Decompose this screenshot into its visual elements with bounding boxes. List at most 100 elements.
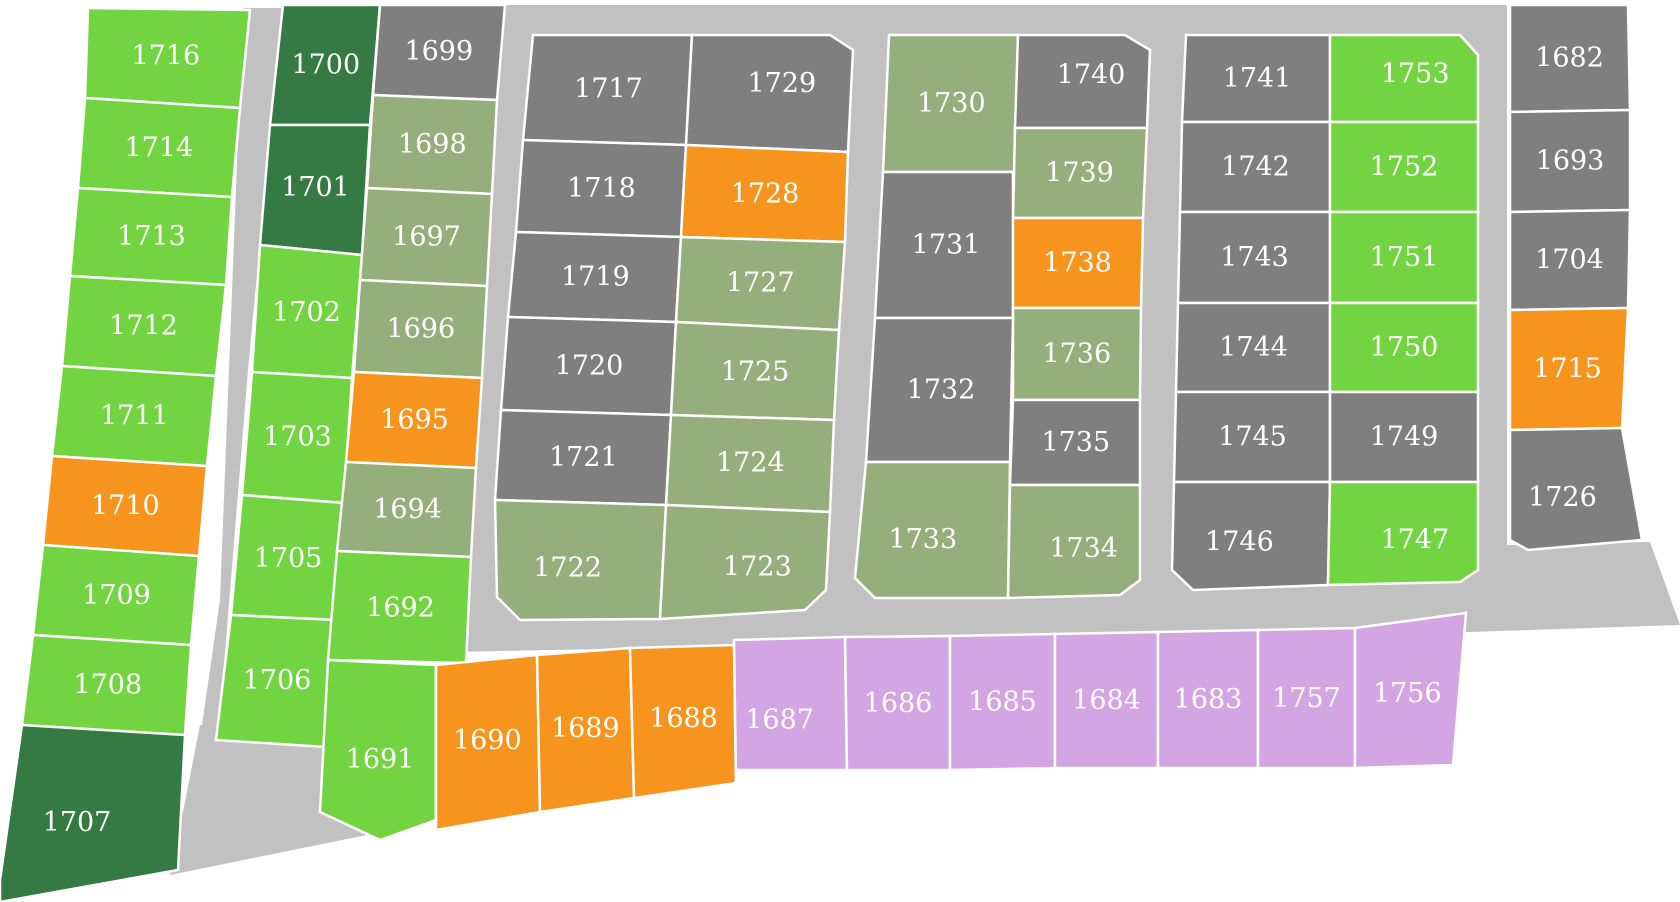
lot-shape[interactable] (948, 632, 1057, 772)
lot-1716[interactable]: 1716 (83, 6, 252, 110)
lot-1753[interactable]: 1753 (1328, 33, 1480, 124)
lot-shape[interactable] (326, 549, 473, 665)
lot-shape[interactable] (1328, 301, 1480, 394)
lot-shape[interactable] (669, 320, 841, 422)
lot-1742[interactable]: 1742 (1178, 120, 1332, 214)
lot-shape[interactable] (268, 3, 382, 127)
lot-1721[interactable]: 1721 (493, 408, 673, 507)
lot-shape[interactable] (1508, 306, 1630, 432)
lot-1694[interactable]: 1694 (335, 460, 478, 559)
lot-shape[interactable] (1508, 208, 1632, 312)
lot-1746[interactable]: 1746 (1170, 480, 1332, 592)
lot-1702[interactable]: 1702 (250, 243, 364, 380)
lot-1749[interactable]: 1749 (1328, 390, 1480, 484)
lot-shape[interactable] (684, 33, 855, 154)
lot-1756[interactable]: 1756 (1353, 611, 1468, 770)
lot-shape[interactable] (674, 235, 847, 332)
lot-1713[interactable]: 1713 (68, 186, 234, 287)
lot-1747[interactable]: 1747 (1326, 480, 1480, 587)
lot-1739[interactable]: 1739 (1011, 126, 1149, 220)
lot-shape[interactable] (493, 408, 673, 507)
lot-1689[interactable]: 1689 (535, 646, 636, 814)
lot-1715[interactable]: 1715 (1508, 306, 1630, 432)
lot-shape[interactable] (864, 316, 1015, 464)
lot-shape[interactable] (1180, 33, 1332, 124)
lot-shape[interactable] (1256, 626, 1357, 770)
lot-shape[interactable] (0, 723, 187, 902)
lot-shape[interactable] (521, 33, 694, 147)
lot-shape[interactable] (506, 230, 683, 324)
lot-1712[interactable]: 1712 (60, 274, 228, 378)
lot-shape[interactable] (658, 503, 832, 621)
lot-1710[interactable]: 1710 (41, 454, 209, 558)
lot-shape[interactable] (352, 278, 489, 380)
lot-shape[interactable] (1508, 3, 1632, 114)
lot-shape[interactable] (371, 3, 507, 102)
lot-shape[interactable] (1178, 120, 1332, 214)
lot-1706[interactable]: 1706 (214, 613, 337, 749)
lot-1718[interactable]: 1718 (514, 138, 688, 239)
lot-shape[interactable] (499, 315, 678, 417)
lot-1734[interactable]: 1734 (1006, 483, 1142, 600)
lot-shape[interactable] (843, 634, 952, 772)
lot-shape[interactable] (1328, 120, 1480, 214)
lot-1729[interactable]: 1729 (684, 33, 855, 154)
lot-shape[interactable] (514, 138, 688, 239)
lot-1740[interactable]: 1740 (1013, 33, 1152, 130)
lot-shape[interactable] (31, 543, 201, 647)
lot-shape[interactable] (434, 653, 542, 832)
lot-shape[interactable] (240, 370, 354, 505)
lot-shape[interactable] (535, 646, 636, 814)
lot-1731[interactable]: 1731 (873, 170, 1015, 320)
lot-1738[interactable]: 1738 (1011, 216, 1145, 310)
lot-1732[interactable]: 1732 (864, 316, 1015, 464)
lot-1705[interactable]: 1705 (229, 493, 346, 622)
lot-1717[interactable]: 1717 (521, 33, 694, 147)
lot-1703[interactable]: 1703 (240, 370, 354, 505)
lot-1691[interactable]: 1691 (318, 658, 438, 842)
lot-shape[interactable] (1011, 306, 1143, 402)
lot-shape[interactable] (76, 96, 242, 199)
lot-shape[interactable] (41, 454, 209, 558)
lot-1695[interactable]: 1695 (344, 370, 484, 470)
lot-shape[interactable] (1176, 210, 1332, 305)
lot-shape[interactable] (1011, 216, 1145, 310)
lot-shape[interactable] (664, 413, 836, 514)
lot-shape[interactable] (83, 6, 252, 110)
lot-shape[interactable] (318, 658, 438, 842)
lot-shape[interactable] (873, 170, 1015, 320)
lot-1682[interactable]: 1682 (1508, 3, 1632, 114)
lot-1730[interactable]: 1730 (881, 33, 1020, 174)
lot-1741[interactable]: 1741 (1180, 33, 1332, 124)
lot-1723[interactable]: 1723 (658, 503, 832, 621)
lot-shape[interactable] (628, 643, 738, 800)
lot-1688[interactable]: 1688 (628, 643, 738, 800)
lot-1733[interactable]: 1733 (853, 460, 1012, 600)
lot-1684[interactable]: 1684 (1053, 630, 1160, 770)
lot-shape[interactable] (258, 123, 372, 257)
lot-1683[interactable]: 1683 (1156, 628, 1260, 770)
lot-shape[interactable] (250, 243, 364, 380)
lot-1693[interactable]: 1693 (1508, 108, 1632, 214)
lot-1701[interactable]: 1701 (258, 123, 372, 257)
lot-1697[interactable]: 1697 (358, 186, 494, 288)
lot-1709[interactable]: 1709 (31, 543, 201, 647)
lot-shape[interactable] (493, 498, 668, 622)
lot-shape[interactable] (1156, 628, 1260, 770)
lot-shape[interactable] (214, 613, 337, 749)
lot-shape[interactable] (1328, 390, 1480, 484)
lot-shape[interactable] (20, 633, 193, 737)
lot-shape[interactable] (1170, 480, 1332, 592)
lot-1725[interactable]: 1725 (669, 320, 841, 422)
lot-shape[interactable] (358, 186, 494, 288)
lot-1700[interactable]: 1700 (268, 3, 382, 127)
lot-1757[interactable]: 1757 (1256, 626, 1357, 770)
lot-1727[interactable]: 1727 (674, 235, 847, 332)
lot-shape[interactable] (881, 33, 1020, 174)
lot-1690[interactable]: 1690 (434, 653, 542, 832)
lot-1735[interactable]: 1735 (1008, 398, 1142, 487)
lot-shape[interactable] (1053, 630, 1160, 770)
lot-shape[interactable] (1013, 33, 1152, 130)
lot-1699[interactable]: 1699 (371, 3, 507, 102)
lot-shape[interactable] (1328, 210, 1480, 305)
